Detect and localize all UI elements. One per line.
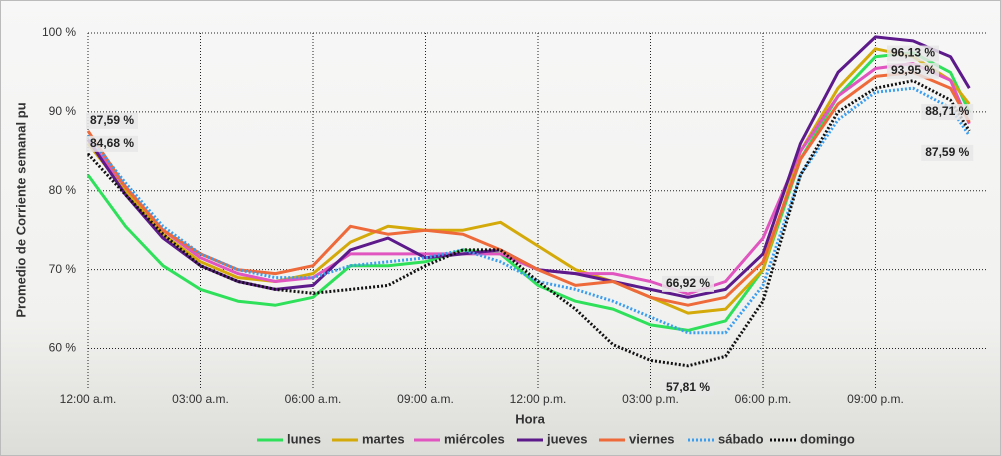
legend-label: jueves bbox=[546, 431, 587, 446]
x-axis-title: Hora bbox=[515, 411, 545, 426]
value-label: 87,59 % bbox=[90, 113, 134, 127]
chart: Hora Promedio de Corriente semanal pu 60… bbox=[0, 0, 1001, 456]
y-tick-label: 100 % bbox=[42, 25, 76, 39]
y-tick-label: 70 % bbox=[49, 262, 77, 276]
legend-label: viernes bbox=[629, 431, 675, 446]
value-label: 96,13 % bbox=[891, 46, 935, 60]
value-label: 84,68 % bbox=[90, 136, 134, 150]
x-tick-label: 12:00 a.m. bbox=[60, 392, 117, 406]
value-label: 66,92 % bbox=[666, 276, 710, 290]
legend-label: martes bbox=[362, 431, 405, 446]
x-tick-label: 06:00 p.m. bbox=[735, 392, 792, 406]
value-label: 87,59 % bbox=[925, 145, 969, 159]
background bbox=[0, 0, 1001, 456]
x-tick-label: 06:00 a.m. bbox=[285, 392, 342, 406]
x-tick-label: 09:00 a.m. bbox=[397, 392, 454, 406]
legend-label: miércoles bbox=[444, 431, 505, 446]
y-axis-title: Promedio de Corriente semanal pu bbox=[13, 102, 28, 317]
value-label: 93,95 % bbox=[891, 63, 935, 77]
x-tick-label: 03:00 a.m. bbox=[172, 392, 229, 406]
legend-label: domingo bbox=[800, 431, 855, 446]
value-label: 88,71 % bbox=[925, 104, 969, 118]
x-tick-label: 09:00 p.m. bbox=[847, 392, 904, 406]
y-tick-label: 90 % bbox=[49, 104, 77, 118]
legend-label: lunes bbox=[287, 431, 321, 446]
value-label: 57,81 % bbox=[666, 380, 710, 394]
y-tick-label: 80 % bbox=[49, 183, 77, 197]
legend-label: sábado bbox=[718, 431, 764, 446]
y-tick-label: 60 % bbox=[49, 341, 77, 355]
x-tick-label: 12:00 p.m. bbox=[510, 392, 567, 406]
page: {"chart_data": {"type": "line", "x_label… bbox=[0, 0, 1001, 456]
